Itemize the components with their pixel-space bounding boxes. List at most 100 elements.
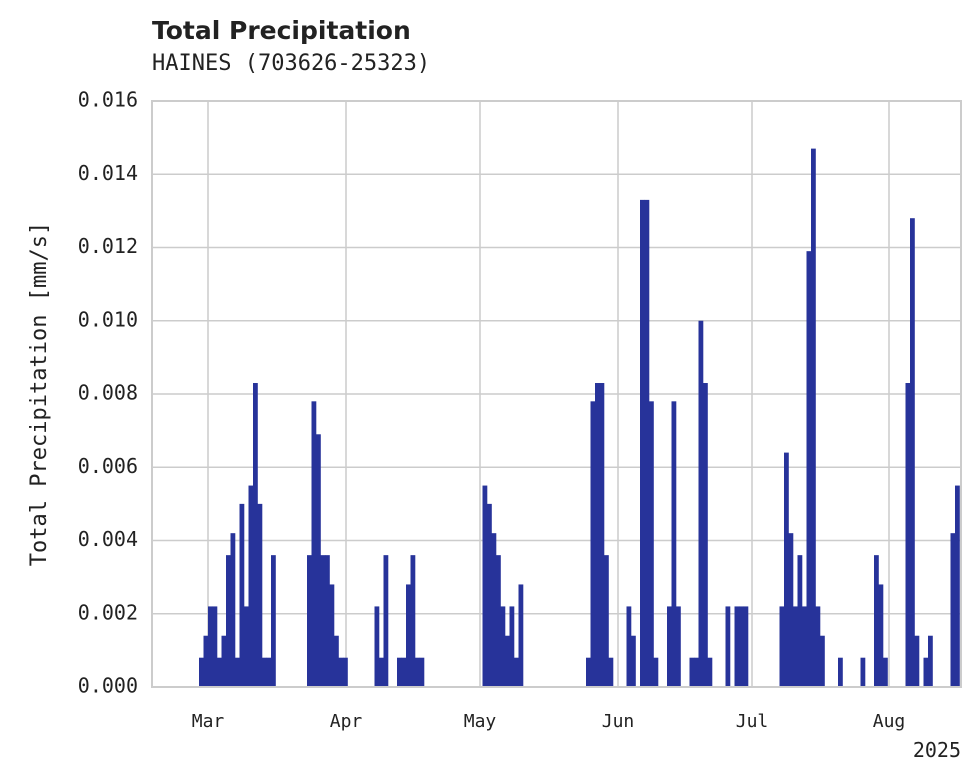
precip-bar [878, 584, 884, 687]
precip-bar [815, 606, 821, 687]
precip-bar [667, 606, 672, 687]
precip-bar [338, 657, 344, 687]
precip-bar [397, 657, 402, 687]
precip-bar [406, 584, 411, 687]
precip-bar [923, 657, 929, 687]
x-tick-labels: Mar Apr May Jun Jul Aug [192, 711, 906, 732]
precip-bar [644, 199, 650, 687]
precip-bar [221, 635, 227, 687]
precip-bar [698, 320, 704, 687]
precip-bar [262, 657, 267, 687]
y-tick-label: 0.004 [78, 527, 138, 551]
precip-bar [631, 635, 636, 687]
y-tick-label: 0.012 [78, 234, 138, 258]
precip-bar [874, 555, 879, 687]
precip-bar [325, 555, 330, 687]
precip-bar [676, 606, 681, 687]
x-tick-label: Jun [602, 711, 635, 732]
precip-bar [343, 657, 348, 687]
precip-bar [703, 383, 708, 687]
y-axis-label: Total Precipitation [mm/s] [27, 222, 52, 566]
precip-bar [253, 383, 258, 687]
precip-bar [802, 606, 807, 687]
precip-bar [788, 533, 794, 687]
precip-bar [649, 401, 654, 687]
y-tick-label: 0.008 [78, 381, 138, 405]
precip-bar [379, 657, 384, 687]
precip-bar [248, 485, 254, 687]
precip-bar [334, 635, 339, 687]
precip-bar [199, 657, 204, 687]
precip-bar [586, 657, 591, 687]
y-tick-label: 0.000 [78, 674, 138, 698]
precip-bar [955, 485, 960, 687]
chart-subtitle: HAINES (703626-25323) [152, 51, 431, 76]
precip-bar [320, 555, 326, 687]
precip-bar [793, 606, 798, 687]
precip-bar [671, 401, 677, 687]
precip-bar [257, 503, 263, 687]
bar-series [199, 148, 960, 688]
x-tick-label: Apr [330, 711, 363, 732]
precip-bar [217, 657, 222, 687]
precip-bar [739, 606, 744, 687]
precip-bar [910, 218, 915, 687]
y-tick-label: 0.016 [78, 88, 138, 112]
precip-bar [838, 657, 843, 687]
x-tick-label: Mar [192, 711, 225, 732]
precip-bar [482, 485, 488, 687]
precip-bar [608, 657, 614, 687]
precip-bar [928, 635, 933, 687]
precip-bar [914, 635, 920, 687]
precip-bar [491, 533, 497, 687]
precip-bar [374, 606, 380, 687]
precip-bar [820, 635, 825, 687]
precip-bar [784, 452, 789, 687]
precip-bar [419, 657, 425, 687]
precip-bar [950, 533, 956, 687]
precip-bar [626, 606, 632, 687]
precip-bar [604, 555, 609, 687]
precip-bar [230, 533, 236, 687]
precip-bar [271, 555, 276, 687]
x-tick-label: Jul [736, 711, 769, 732]
y-tick-label: 0.010 [78, 307, 138, 331]
precip-bar [500, 606, 506, 687]
precip-bar [806, 251, 812, 687]
precip-bar [640, 199, 645, 687]
precip-bar [212, 606, 218, 687]
precip-bar [266, 657, 272, 687]
precip-bar [415, 657, 420, 687]
precip-bar [734, 606, 740, 687]
precip-bar [307, 555, 312, 687]
precip-bar [383, 555, 389, 687]
precip-bar [743, 606, 749, 687]
precip-bar [401, 657, 407, 687]
precip-bar [496, 555, 501, 687]
x-tick-label: May [464, 711, 497, 732]
precip-bar [905, 383, 911, 687]
precip-bar [725, 606, 731, 687]
precip-bar [595, 383, 600, 687]
precip-bar [329, 584, 335, 687]
precip-bar [208, 606, 213, 687]
precip-bar [797, 555, 803, 687]
precip-bar [653, 657, 659, 687]
precip-bar [226, 555, 231, 687]
precip-bar [811, 148, 816, 688]
precip-bar [689, 657, 695, 687]
precip-bar [590, 401, 596, 687]
x-tick-label: Aug [873, 711, 906, 732]
precip-bar [311, 401, 317, 687]
precip-bar [239, 503, 245, 687]
precip-bar [860, 657, 866, 687]
precip-bar [316, 434, 321, 687]
precip-bar [779, 606, 785, 687]
precip-bar [707, 657, 713, 687]
precip-bar [505, 635, 510, 687]
y-tick-label: 0.014 [78, 161, 138, 185]
precip-bar [410, 555, 416, 687]
y-tick-label: 0.002 [78, 600, 138, 624]
precip-bar [514, 657, 519, 687]
